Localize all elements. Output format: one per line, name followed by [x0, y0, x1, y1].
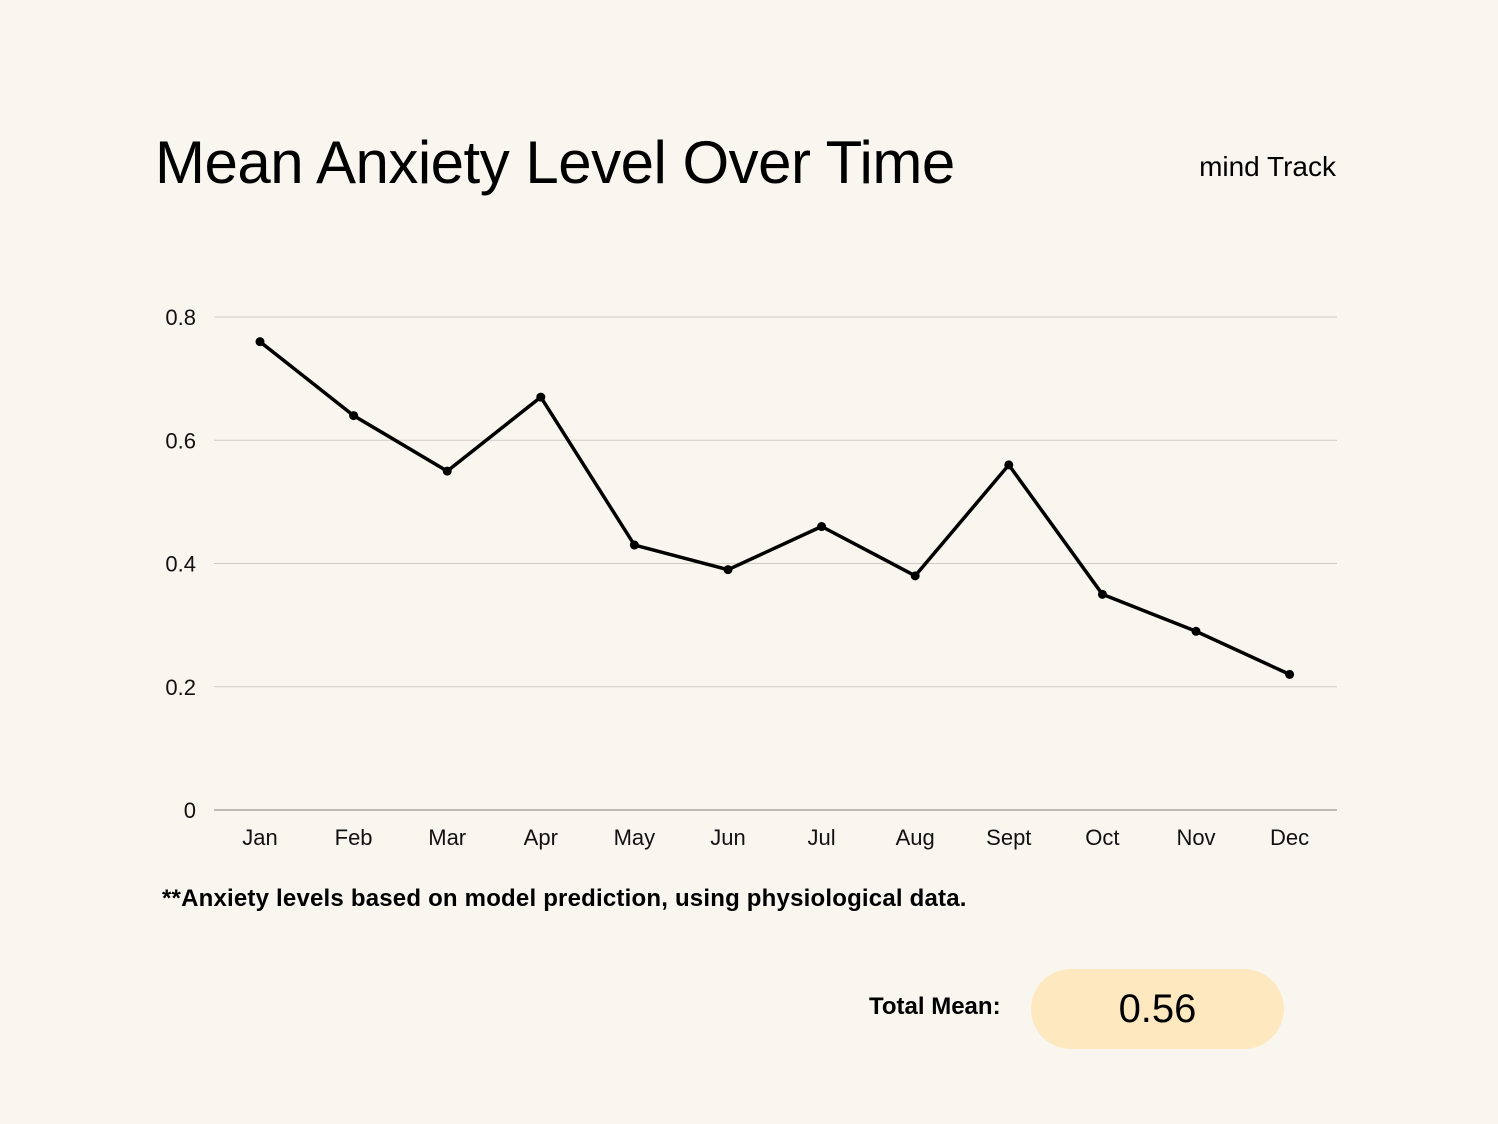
x-tick-label: Feb: [335, 825, 373, 850]
line-chart: 0 0.2 0.4 0.6 0.8 Jan Feb Mar Apr May Jun Jul Aug Se…: [165, 305, 1337, 850]
x-tick-label: Mar: [428, 825, 466, 850]
data-point: [1097, 589, 1107, 599]
x-tick-label: Jul: [808, 825, 836, 850]
series-line: [258, 340, 1291, 676]
total-mean-label: Total Mean:: [869, 993, 1001, 1020]
data-point: [1285, 669, 1295, 679]
page-title: Mean Anxiety Level Over Time: [155, 129, 955, 196]
data-point: [442, 466, 452, 476]
chart-gridlines: [214, 316, 1337, 811]
data-point: [255, 337, 265, 347]
y-tick-label: 0.8: [165, 305, 196, 330]
data-point: [1004, 460, 1014, 470]
x-tick-label: Sept: [986, 825, 1031, 850]
y-axis-tick-labels: 0 0.2 0.4 0.6 0.8: [165, 305, 196, 823]
footnote: **Anxiety levels based on model predicti…: [162, 885, 967, 912]
y-tick-label: 0.2: [165, 675, 196, 700]
total-mean-value: 0.56: [1118, 986, 1197, 1031]
y-tick-label: 0.4: [165, 552, 196, 577]
y-tick-label: 0: [184, 798, 196, 823]
data-point: [817, 522, 827, 532]
chart-series: [255, 337, 1295, 679]
x-tick-label: Nov: [1176, 825, 1215, 850]
x-tick-label: Jan: [242, 825, 277, 850]
y-tick-label: 0.6: [165, 428, 196, 453]
total-mean-badge: 0.56: [1031, 969, 1284, 1049]
data-point: [910, 571, 920, 581]
x-tick-label: Oct: [1085, 825, 1119, 850]
x-axis-tick-labels: Jan Feb Mar Apr May Jun Jul Aug Sept Oct Nov Dec: [242, 825, 1309, 850]
data-point: [349, 411, 359, 421]
x-tick-label: Aug: [896, 825, 935, 850]
x-tick-label: May: [614, 825, 656, 850]
x-tick-label: Dec: [1270, 825, 1309, 850]
x-tick-label: Apr: [524, 825, 558, 850]
data-point: [723, 565, 733, 575]
data-point: [1191, 626, 1201, 636]
x-tick-label: Jun: [710, 825, 745, 850]
data-point: [629, 540, 639, 550]
brand-logo-text: mind Track: [1199, 151, 1336, 182]
data-point: [536, 392, 546, 402]
